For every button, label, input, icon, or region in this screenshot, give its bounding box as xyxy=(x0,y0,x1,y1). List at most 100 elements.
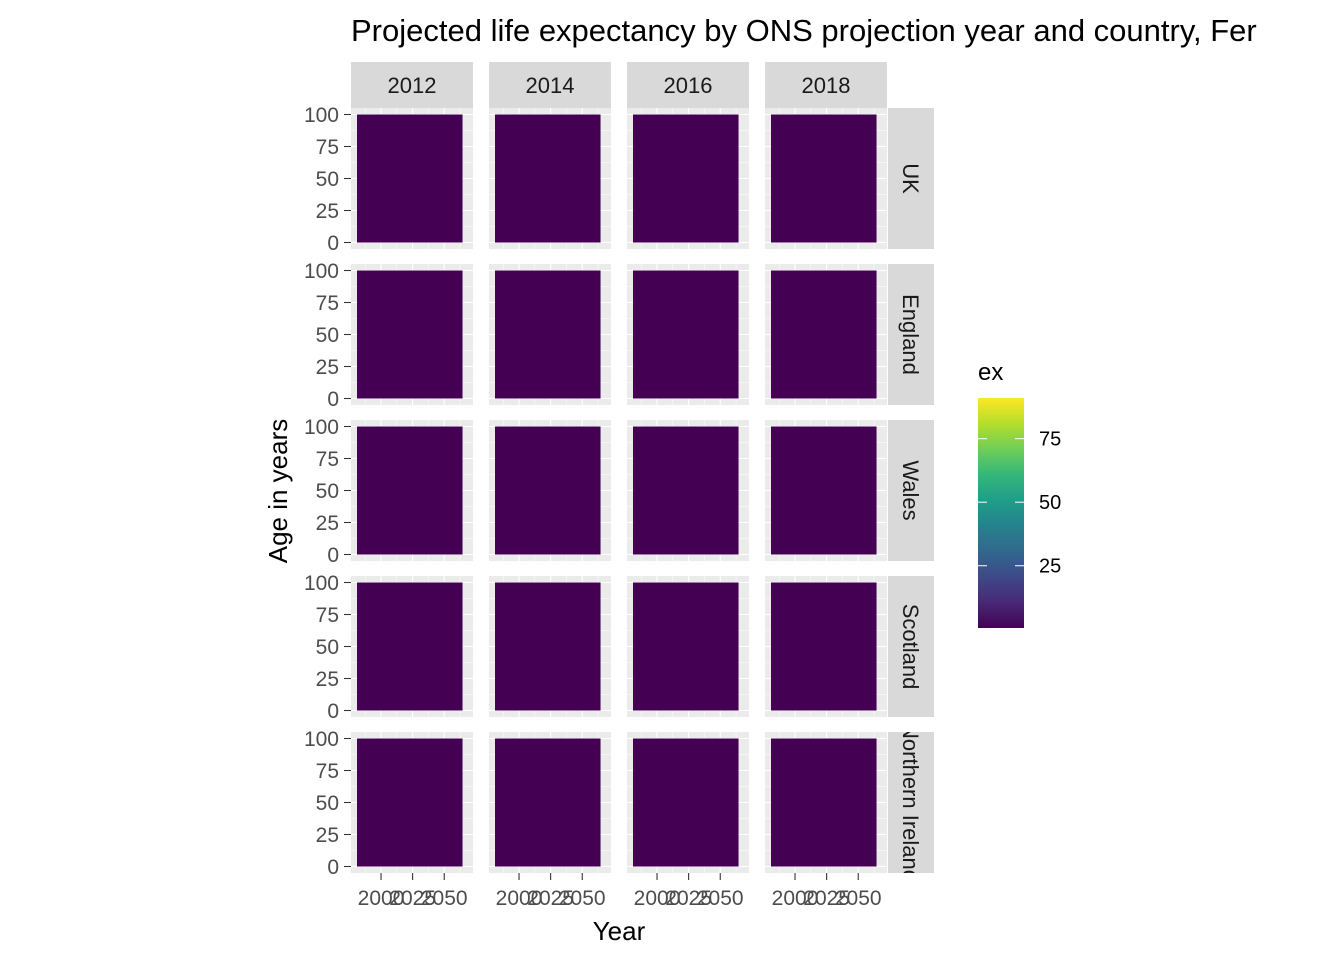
heatmap-tile-column xyxy=(867,114,873,243)
heatmap-tile-column xyxy=(538,738,544,867)
x-tick-label: 2050 xyxy=(697,887,744,910)
heatmap-tile-column xyxy=(405,582,411,711)
y-tick-label: 50 xyxy=(316,324,339,347)
heatmap-tile-column xyxy=(391,270,397,399)
heatmap-tile-column xyxy=(448,270,454,399)
heatmap-tile-column xyxy=(711,738,717,867)
heatmap-tile-column xyxy=(444,738,450,867)
heatmap-tile-column xyxy=(814,738,820,867)
heatmap-tile-column xyxy=(832,426,838,555)
heatmap-tile-column xyxy=(672,270,678,399)
facet-panel xyxy=(765,576,887,717)
heatmap-tile-column xyxy=(667,738,673,867)
strip-right-label: Scotland xyxy=(898,604,923,690)
heatmap-tile-column xyxy=(797,270,803,399)
heatmap-tile-column xyxy=(556,270,562,399)
y-tick-label: 100 xyxy=(304,728,339,751)
heatmap-tile-column xyxy=(370,426,376,555)
facet-panel xyxy=(489,264,611,405)
legend-title: ex xyxy=(978,359,1003,386)
y-tick-label: 25 xyxy=(316,356,339,379)
heatmap-tile-column xyxy=(775,426,781,555)
heatmap-tile-column xyxy=(396,114,402,243)
heatmap-tile-column xyxy=(508,426,514,555)
heatmap-tile-column xyxy=(858,738,864,867)
heatmap-tile-column xyxy=(650,738,656,867)
heatmap-tile-column xyxy=(823,114,829,243)
heatmap-tile-column xyxy=(409,114,415,243)
heatmap-tile-column xyxy=(405,270,411,399)
heatmap-tile-column xyxy=(435,270,441,399)
heatmap-tile-column xyxy=(698,270,704,399)
facet-panel xyxy=(489,576,611,717)
heatmap-tile-column xyxy=(547,426,553,555)
heatmap-tile-column xyxy=(663,114,669,243)
y-tick-label: 100 xyxy=(304,572,339,595)
heatmap-tile-column xyxy=(516,114,522,243)
heatmap-tile-column xyxy=(849,114,855,243)
heatmap-tile-column xyxy=(426,426,432,555)
heatmap-tile-column xyxy=(819,738,825,867)
heatmap-tile-column xyxy=(858,114,864,243)
heatmap-tile-column xyxy=(711,582,717,711)
heatmap-tile-column xyxy=(374,270,380,399)
heatmap-tile-column xyxy=(357,426,362,555)
heatmap-tile-column xyxy=(591,582,597,711)
heatmap-tile-column xyxy=(365,738,371,867)
heatmap-tile-column xyxy=(654,114,660,243)
heatmap-tile-column xyxy=(521,114,527,243)
heatmap-tile-column xyxy=(413,426,419,555)
heatmap-tile-column xyxy=(788,114,794,243)
facet-panel xyxy=(765,264,887,405)
heatmap-tile-column xyxy=(378,270,384,399)
heatmap-tile-column xyxy=(361,738,367,867)
heatmap-tile-column xyxy=(503,270,509,399)
heatmap-tile-column xyxy=(637,582,643,711)
heatmap-tile-column xyxy=(538,582,544,711)
heatmap-tile-column xyxy=(516,426,522,555)
heatmap-tile-column xyxy=(499,114,505,243)
heatmap-tile-column xyxy=(357,270,362,399)
heatmap-tile-column xyxy=(716,114,722,243)
heatmap-tile-column xyxy=(729,114,735,243)
heatmap-tile-column xyxy=(779,426,785,555)
y-tick-label: 0 xyxy=(327,700,339,723)
heatmap-tile-column xyxy=(720,738,726,867)
heatmap-tile-column xyxy=(578,270,584,399)
heatmap-tile-column xyxy=(538,114,544,243)
heatmap-tile-column xyxy=(538,426,544,555)
heatmap-tile-column xyxy=(595,738,601,867)
heatmap-tile-column xyxy=(823,426,829,555)
heatmap-tile-column xyxy=(573,738,579,867)
heatmap-tile-column xyxy=(681,426,687,555)
heatmap-tile-column xyxy=(711,426,717,555)
heatmap-tile-column xyxy=(521,426,527,555)
heatmap-tile-column xyxy=(422,738,428,867)
heatmap-tile-column xyxy=(387,582,393,711)
heatmap-tile-column xyxy=(378,738,384,867)
heatmap-tile-column xyxy=(521,270,527,399)
heatmap-tile-column xyxy=(361,114,367,243)
heatmap-tile-column xyxy=(365,426,371,555)
heatmap-tile-column xyxy=(840,426,846,555)
y-tick-label: 0 xyxy=(327,388,339,411)
x-axis-title: Year xyxy=(593,916,646,946)
y-tick-label: 100 xyxy=(304,104,339,127)
heatmap-tile-column xyxy=(784,738,790,867)
heatmap-tile-column xyxy=(836,114,842,243)
heatmap-tile-column xyxy=(529,426,535,555)
heatmap-tile-column xyxy=(641,738,647,867)
heatmap-tile-column xyxy=(569,114,575,243)
y-tick-label: 75 xyxy=(316,136,339,159)
strip-right-label: Northern Ireland xyxy=(898,723,923,882)
heatmap-tile-column xyxy=(440,738,446,867)
heatmap-tile-column xyxy=(650,582,656,711)
heatmap-tile-column xyxy=(529,582,535,711)
heatmap-tile-column xyxy=(431,426,437,555)
legend-tick-label: 75 xyxy=(1039,429,1061,451)
heatmap-tile-column xyxy=(654,582,660,711)
heatmap-tile-column xyxy=(805,738,811,867)
heatmap-tile-column xyxy=(810,270,816,399)
heatmap-tile-column xyxy=(422,270,428,399)
